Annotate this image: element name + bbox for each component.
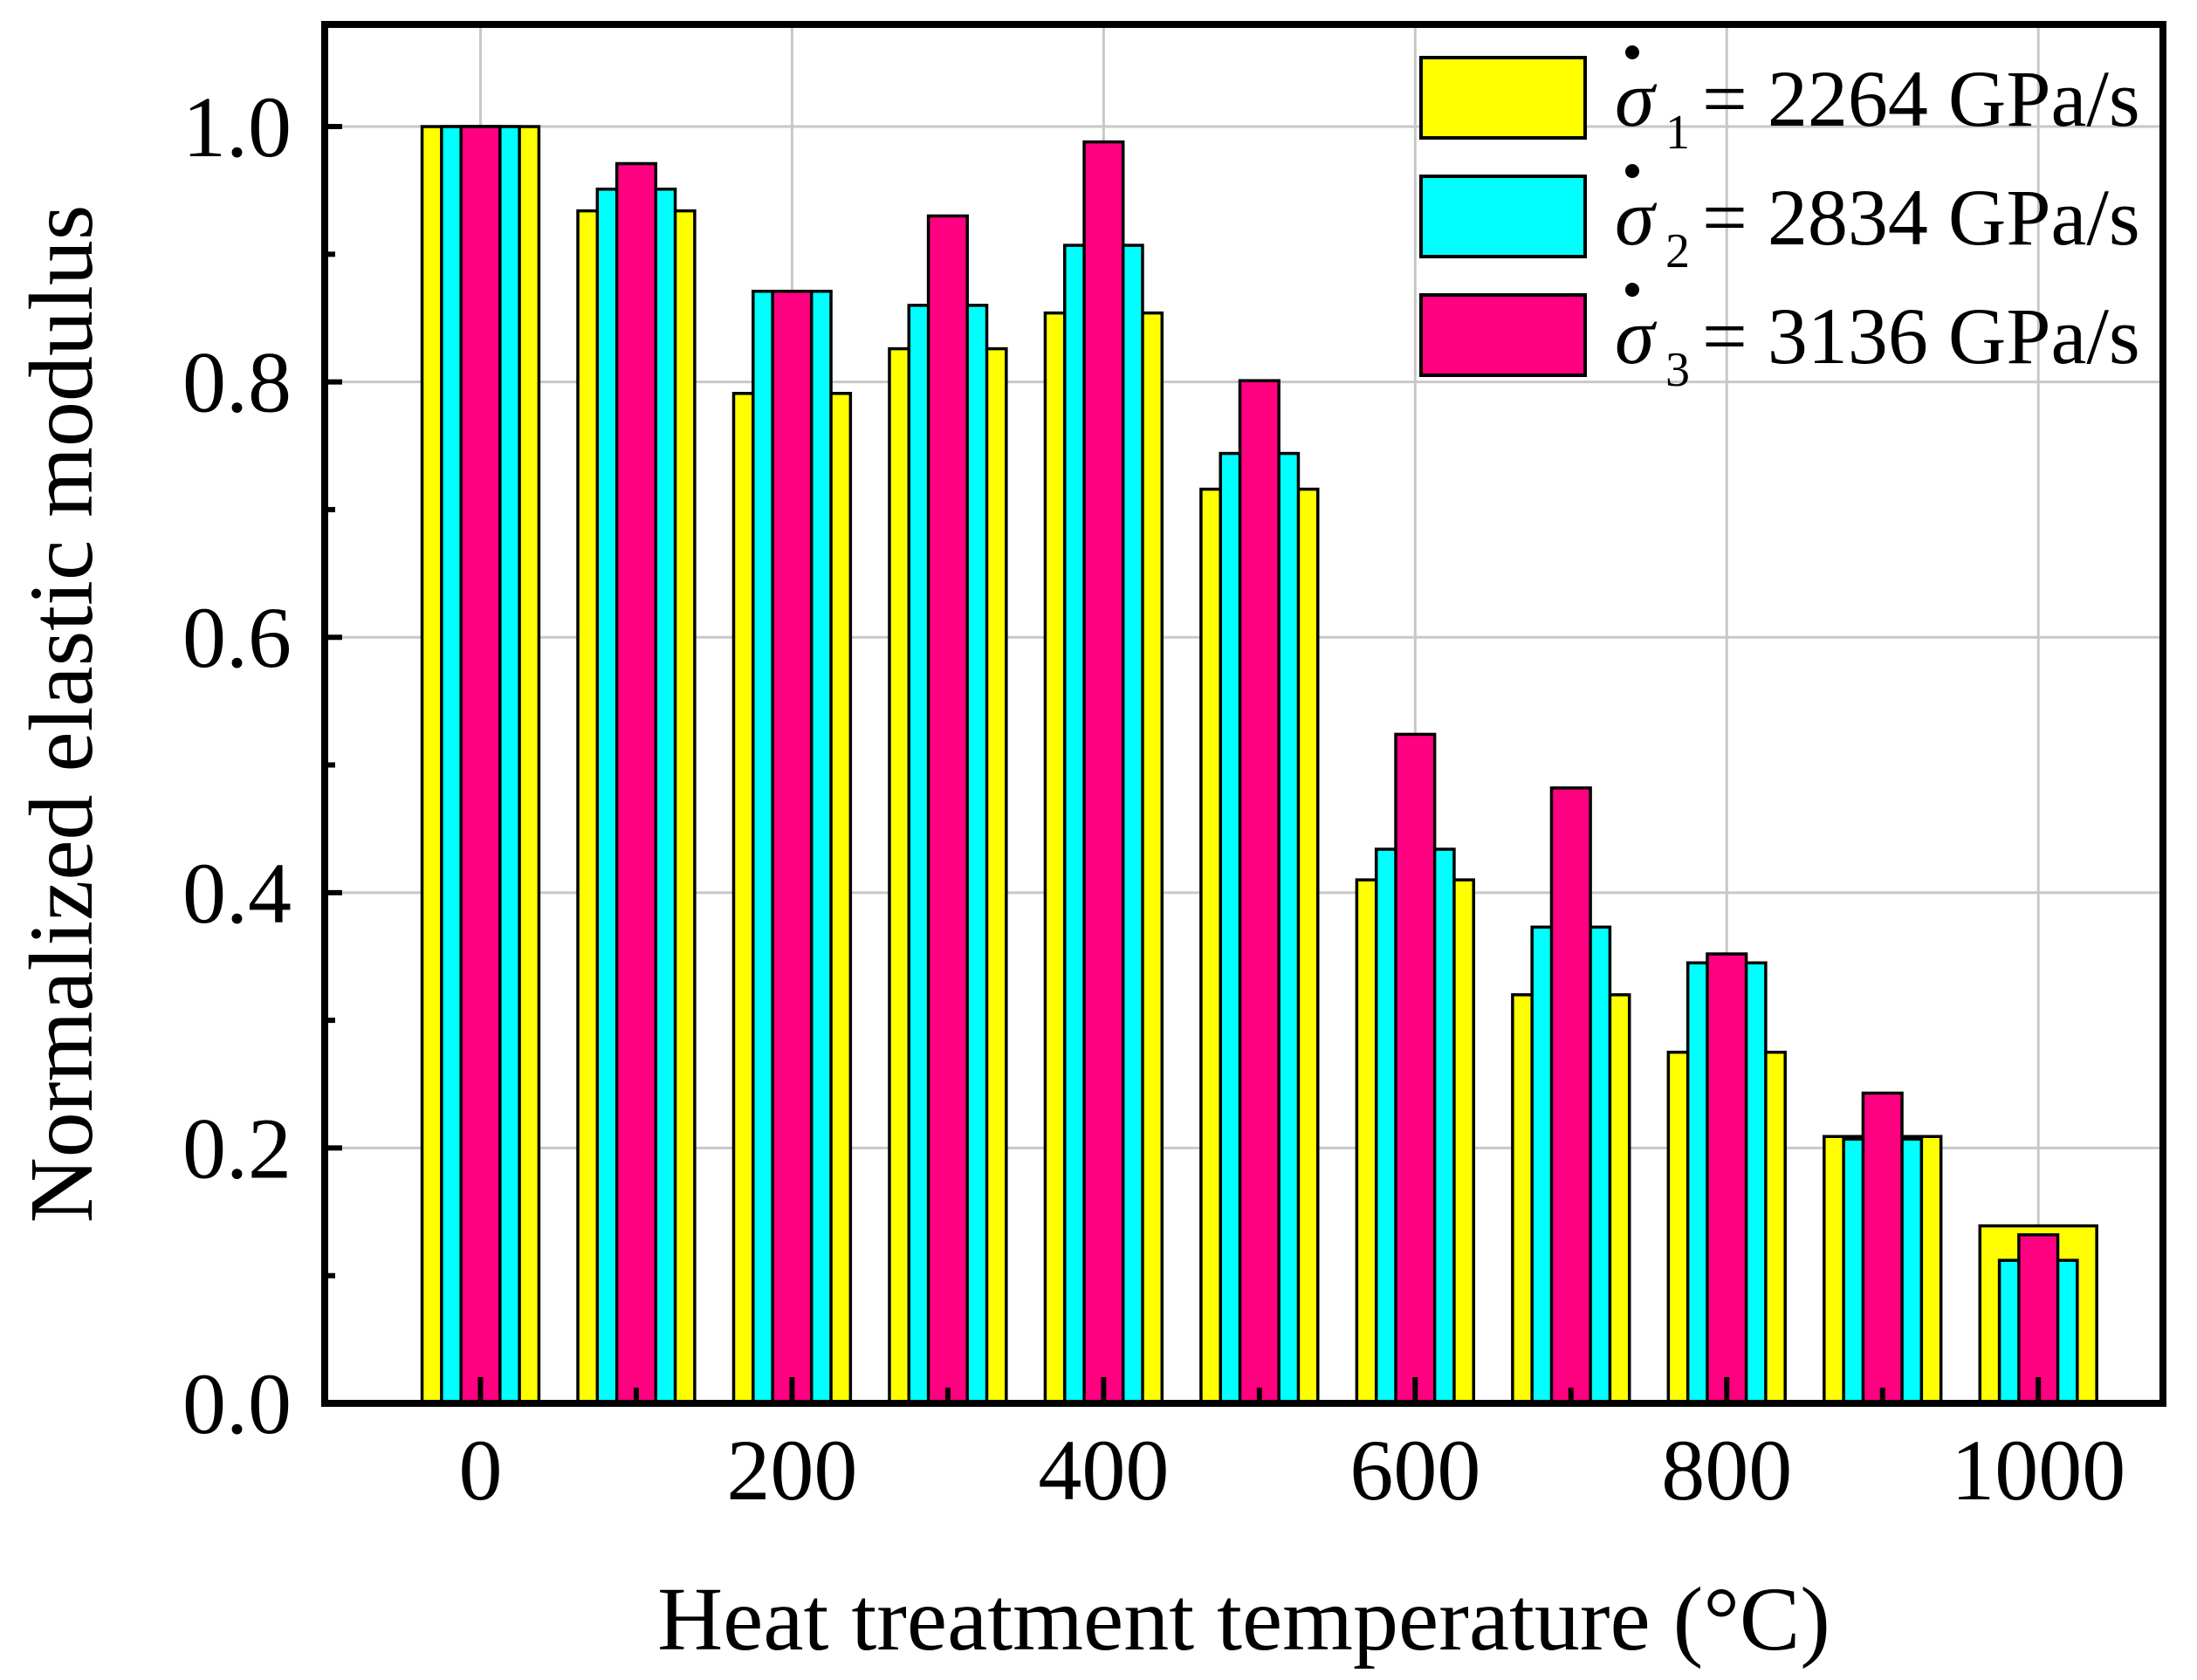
legend-swatch-2 — [1419, 175, 1587, 258]
y-tick-label: 0.0 — [182, 1355, 292, 1452]
legend-dot-icon — [1625, 45, 1639, 59]
bar-series-3 — [2017, 1233, 2060, 1405]
legend-label-1: = 2264 GPa/s — [1702, 54, 2140, 143]
legend-subscript: 3 — [1665, 343, 1690, 397]
x-tick-label: 400 — [1038, 1422, 1169, 1519]
bars — [420, 125, 2098, 1405]
tick-labels: 0.0 0.2 0.4 0.6 0.8 1.0 0 200 400 600 800 1000 — [182, 79, 2125, 1519]
y-tick-label: 0.2 — [182, 1100, 292, 1197]
legend-symbol: σ — [1615, 291, 1658, 381]
y-tick-label: 0.6 — [182, 589, 292, 686]
legend-label-3: = 3136 GPa/s — [1702, 291, 2140, 381]
legend-symbol: σ — [1615, 173, 1658, 262]
legend-dot-icon — [1625, 164, 1639, 178]
y-tick-label: 0.4 — [182, 845, 292, 942]
legend-swatch-3 — [1419, 293, 1587, 377]
legend-subscript: 2 — [1665, 224, 1690, 278]
x-tick-label: 1000 — [1951, 1422, 2125, 1519]
bar-series-3 — [1082, 140, 1125, 1405]
bar-series-3 — [1861, 1091, 1904, 1405]
bar-series-3 — [771, 290, 814, 1405]
x-axis-title: Heat treatment temperature (°C) — [657, 1569, 1830, 1670]
legend-symbol: σ — [1615, 54, 1658, 143]
x-tick-label: 600 — [1349, 1422, 1480, 1519]
bar-series-3 — [1394, 732, 1437, 1405]
bar-series-3 — [926, 214, 969, 1405]
y-tick-label: 0.8 — [182, 334, 292, 431]
bar-series-3 — [1549, 786, 1592, 1405]
legend: σ 1 = 2264 GPa/sσ 2 = 2834 GPa/sσ 3 = 3136 GPa… — [1419, 45, 2140, 397]
x-tick-label: 200 — [726, 1422, 857, 1519]
y-tick-label: 1.0 — [182, 79, 292, 175]
legend-dot-icon — [1625, 283, 1639, 297]
x-tick-label: 0 — [458, 1422, 502, 1519]
legend-subscript: 1 — [1665, 106, 1690, 160]
legend-label-2: = 2834 GPa/s — [1702, 173, 2140, 262]
bar-series-3 — [1238, 379, 1280, 1405]
legend-swatch-1 — [1419, 56, 1587, 140]
x-tick-label: 800 — [1661, 1422, 1792, 1519]
plot-frame — [321, 21, 2166, 1407]
bar-series-3 — [459, 125, 502, 1405]
y-axis-title: Normalized elastic modulus — [11, 205, 112, 1224]
bar-series-3 — [1706, 952, 1748, 1405]
bar-series-3 — [614, 161, 658, 1405]
